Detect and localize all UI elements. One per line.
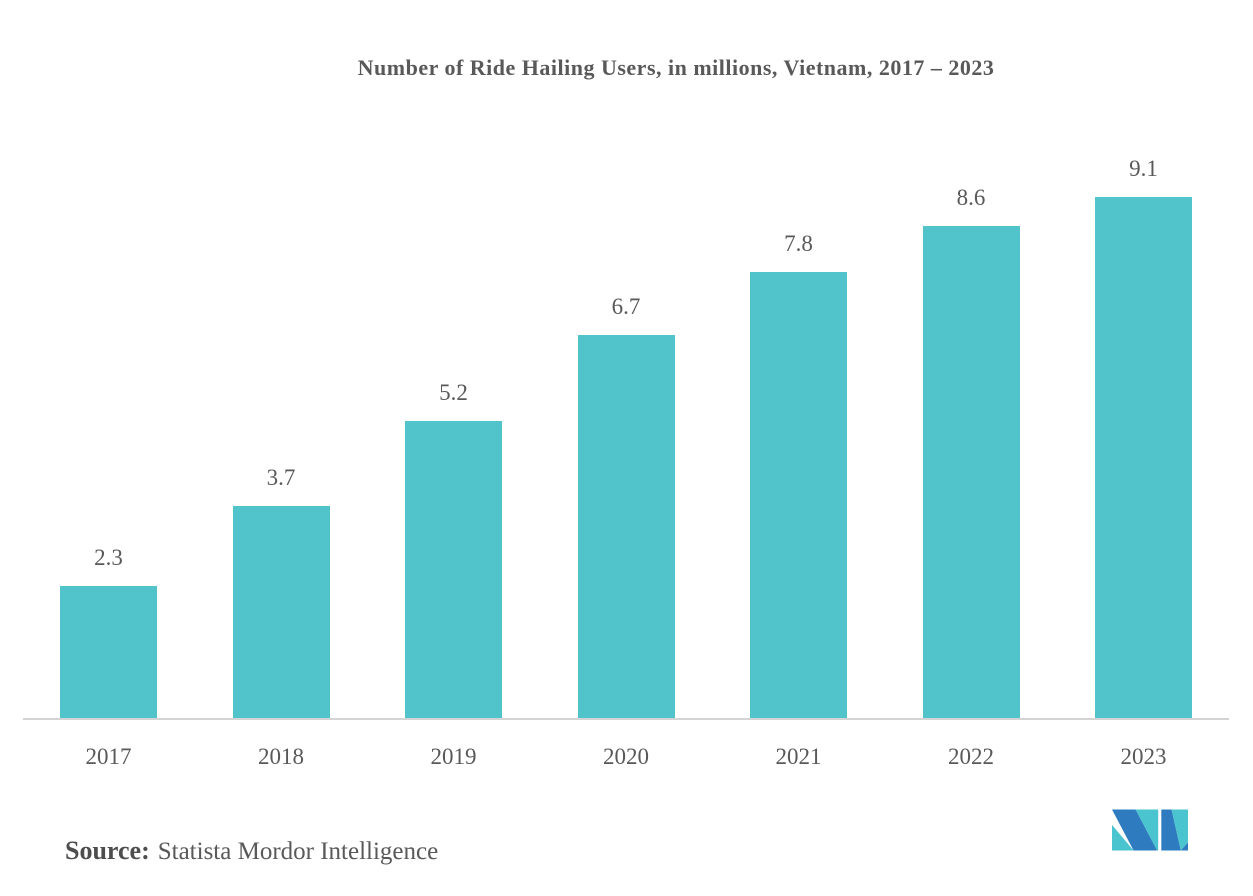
- x-axis-label-2019: 2019: [430, 744, 477, 769]
- source-text: Statista Mordor Intelligence: [157, 838, 439, 865]
- bar-2019: [405, 420, 502, 718]
- logo-shape-teal-middle: [1135, 809, 1159, 851]
- chart-title: Number of Ride Hailing Users, in million…: [357, 55, 995, 80]
- source-label: Source:: [65, 836, 150, 865]
- mordor-intelligence-logo: [1112, 809, 1188, 851]
- bar-2023: [1095, 197, 1192, 718]
- x-axis-line: [23, 718, 1229, 720]
- bar-2020: [577, 334, 675, 718]
- bar-value-label-2017: 2.3: [94, 545, 123, 571]
- logo-shape-blue-right-diagonal: [1161, 809, 1181, 851]
- bar-value-label-2023: 9.1: [1129, 156, 1158, 182]
- x-axis-label-2020: 2020: [603, 744, 649, 769]
- bar-2017: [60, 586, 157, 718]
- logo-shape-teal-right: [1171, 809, 1188, 851]
- bar-value-label-2020: 6.7: [611, 293, 641, 319]
- bar-2022: [922, 226, 1020, 718]
- bar-2018: [232, 506, 330, 718]
- logo-shape-teal-left: [1112, 824, 1134, 851]
- x-axis-label-2022: 2022: [948, 744, 994, 769]
- x-axis-label-2023: 2023: [1120, 744, 1167, 769]
- logo-shape-blue-left-diagonal: [1112, 809, 1158, 851]
- bar-value-label-2021: 7.8: [784, 230, 813, 256]
- bar-value-label-2018: 3.7: [266, 465, 296, 491]
- source-line: Source: Statista Mordor Intelligence: [65, 836, 438, 866]
- bar-value-label-2019: 5.2: [439, 379, 468, 405]
- logo-shape-blue-right-corner: [1180, 842, 1188, 851]
- bar-2021: [750, 271, 847, 718]
- x-axis-label-2018: 2018: [258, 744, 304, 769]
- bar-value-label-2022: 8.6: [956, 185, 986, 211]
- x-axis-label-2021: 2021: [775, 744, 822, 769]
- x-axis-label-2017: 2017: [85, 744, 132, 769]
